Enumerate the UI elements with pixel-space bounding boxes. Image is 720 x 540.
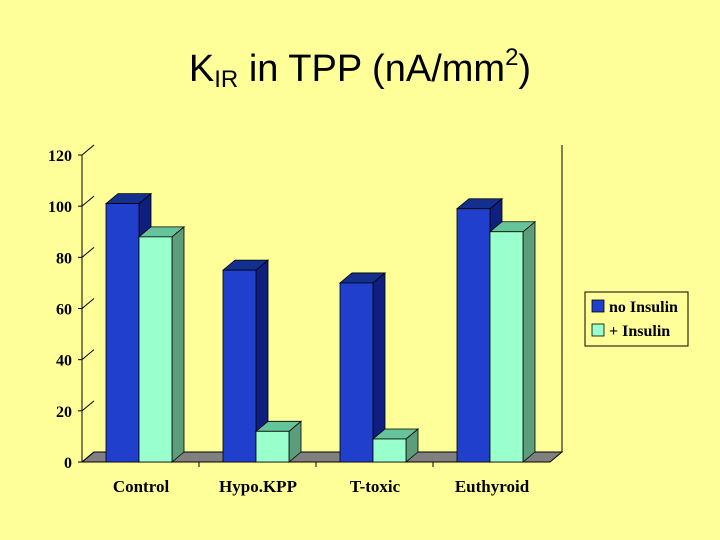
y-tick-label: 20: [56, 404, 72, 421]
title-close: ): [518, 48, 532, 90]
y-tick-depth: [81, 144, 95, 156]
y-tick-label: 0: [64, 455, 72, 472]
x-tick-label: Hypo.KPP: [219, 477, 297, 496]
y-tick-depth: [81, 246, 95, 258]
chart-title: KIR in TPP (nA/mm2): [0, 44, 720, 94]
bar: [255, 430, 290, 463]
title-mid: A/mm: [405, 48, 506, 90]
y-tick-depth: [81, 400, 95, 412]
y-tick-label: 40: [56, 353, 72, 370]
legend-swatch: [591, 323, 605, 337]
x-tick-label: Euthyroid: [455, 477, 530, 496]
bar: [222, 269, 257, 463]
y-tick-label: 100: [48, 199, 72, 216]
bar: [489, 231, 524, 463]
title-subscript: IR: [214, 66, 239, 93]
x-tick-label: Control: [113, 477, 170, 496]
bar-side: [171, 226, 185, 463]
bar: [456, 208, 491, 463]
bar: [339, 282, 374, 463]
legend-label: + Insulin: [609, 323, 670, 340]
bar: [372, 438, 407, 463]
y-tick-depth: [81, 298, 95, 309]
y-tick-depth: [81, 451, 95, 463]
legend-swatch: [591, 299, 605, 313]
bar: [105, 203, 140, 463]
y-tick-depth: [81, 195, 95, 207]
x-tick-label: T-toxic: [350, 477, 401, 496]
y-tick-label: 120: [48, 148, 72, 165]
y-tick-label: 60: [56, 302, 72, 319]
y-tick-depth: [81, 349, 95, 361]
bar: [138, 236, 173, 463]
bar-side: [522, 220, 536, 463]
title-superscript: 2: [505, 44, 519, 71]
title-k: K: [188, 48, 215, 90]
legend-label: no Insulin: [609, 299, 678, 316]
y-tick-label: 80: [56, 250, 72, 267]
title-rest: in TPP (n: [238, 48, 406, 90]
